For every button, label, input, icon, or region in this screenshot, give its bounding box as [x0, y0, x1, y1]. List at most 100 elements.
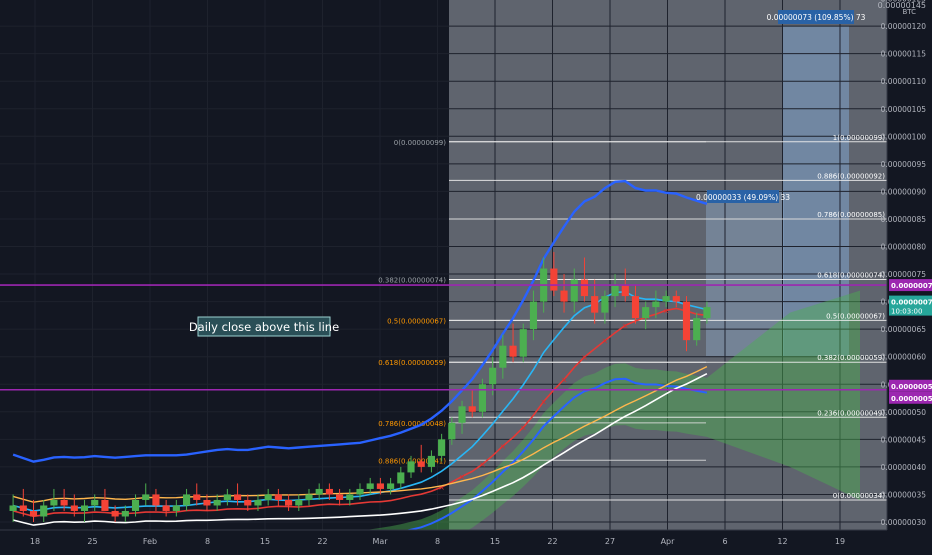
- candle-body: [182, 494, 191, 506]
- candle-body: [601, 296, 609, 313]
- annotation-box[interactable]: Daily close above this line: [189, 316, 339, 337]
- candle-body: [438, 439, 446, 456]
- candle-body: [366, 483, 374, 489]
- time-tick-label: 15: [260, 537, 270, 546]
- price-tick-label: 0.00000105: [881, 105, 927, 114]
- price-tick-label: 0.00000065: [881, 325, 927, 334]
- candle-body: [233, 494, 242, 500]
- candle-body: [213, 499, 221, 506]
- time-tick-label: Mar: [372, 537, 388, 546]
- candle-body: [529, 301, 538, 330]
- time-tick-label: 18: [30, 537, 40, 546]
- annotation-background: [197, 316, 331, 337]
- candle-body: [19, 505, 27, 511]
- price-tick-label: 0.00000095: [881, 160, 927, 169]
- price-axis-panel: [887, 0, 932, 550]
- candle-body: [652, 301, 660, 308]
- candle-body: [80, 505, 89, 511]
- fib-left-label: 0.5(0.00000067): [387, 317, 446, 325]
- parabolic-sar-marker: ×: [438, 483, 445, 492]
- time-tick-label: 22: [317, 537, 327, 546]
- candle-body: [550, 268, 558, 291]
- price-tick-label: 0.00000110: [881, 77, 927, 86]
- candle-body: [458, 406, 466, 423]
- candle-body: [254, 499, 262, 506]
- price-tick-label: 0.00000090: [881, 187, 927, 196]
- candle-body: [591, 296, 599, 313]
- candle-body: [336, 494, 344, 500]
- candles: [9, 252, 711, 522]
- price-badge: [889, 279, 932, 292]
- time-tick-label: 6: [722, 537, 727, 546]
- fibonacci-levels: 0(0.00000099) 0.382(0.00000074) 0.5(0.0000…: [378, 134, 887, 501]
- fib-left-label: 0.786(0.00000048): [378, 420, 446, 428]
- candle-body: [417, 461, 425, 467]
- price-tick-label: 0.00000100: [881, 132, 927, 141]
- candle-body: [356, 488, 364, 495]
- parabolic-sar-marker: ×: [459, 472, 466, 481]
- candle-body: [50, 499, 58, 506]
- measure-label-small-bg: [707, 190, 779, 203]
- candle-body: [621, 285, 629, 297]
- candle-body: [570, 279, 578, 302]
- time-tick-label: 25: [87, 537, 97, 546]
- candle-body: [70, 505, 78, 511]
- time-tick-label: 8: [435, 537, 440, 546]
- candle-body: [40, 505, 48, 517]
- candle-body: [519, 329, 527, 357]
- time-tick-label: 27: [605, 537, 615, 546]
- candle-body: [407, 461, 415, 473]
- parabolic-sar-marker: ×: [663, 306, 670, 315]
- measure-label-large: 0.00000073 (109.85%) 73: [767, 10, 866, 24]
- parabolic-sar-marker: ×: [622, 321, 629, 330]
- price-tick-label: 0.00000115: [881, 50, 927, 59]
- fib-right-label: 0.886(0.00000092): [817, 172, 885, 180]
- price-tick-label: 0.00000075: [881, 270, 927, 279]
- fib-right-label: 0.618(0.00000074): [817, 272, 885, 280]
- candle-body: [244, 499, 252, 506]
- candle-body: [29, 510, 38, 517]
- fib-right-label: 0.236(0.00000049): [817, 409, 885, 417]
- price-badge-value: 0.00000054: [891, 395, 932, 403]
- candle-body: [448, 422, 456, 440]
- candle-body: [162, 505, 170, 511]
- price-badge-time: 10:03:00: [891, 308, 922, 316]
- fib-right-label: 0.382(0.00000059): [817, 354, 885, 362]
- moving-average-white: [12, 372, 708, 526]
- price-tick-label: 0.00000080: [881, 243, 927, 252]
- candle-body: [642, 307, 650, 319]
- fib-right-label: 0.5(0.00000067): [826, 312, 885, 320]
- candle-body: [111, 510, 119, 517]
- candle-body: [631, 296, 640, 319]
- candle-body: [580, 279, 589, 297]
- fib-right-label: 0(0.00000034): [833, 492, 885, 500]
- annotation-text: Daily close above this line: [189, 320, 339, 334]
- price-tick-label: 0.00000060: [881, 353, 927, 362]
- price-badge: [889, 295, 932, 316]
- price-badge-value: 0.00000054: [891, 383, 932, 391]
- candle-body: [305, 494, 313, 500]
- candle-body: [478, 384, 487, 412]
- parabolic-sar-marker: ×: [520, 424, 527, 433]
- candle-body: [193, 494, 201, 500]
- price-tick-label: 0.00000120: [881, 22, 927, 31]
- candle-body: [346, 494, 354, 500]
- price-badge: [889, 379, 932, 392]
- candle-body: [285, 499, 293, 506]
- parabolic-sar-marker: ×: [540, 398, 547, 407]
- fib-right-label: 1(0.00000099): [833, 134, 885, 142]
- candle-body: [662, 296, 670, 302]
- upper-band: [12, 179, 708, 463]
- fib-left-label: 0(0.00000099): [394, 139, 446, 147]
- candle-body: [611, 285, 619, 297]
- candle-body: [672, 296, 680, 302]
- top-price-label: 0.00000145: [878, 1, 926, 10]
- candle-body: [560, 290, 568, 302]
- measure-box-small: [706, 190, 784, 356]
- candle-body: [274, 494, 282, 500]
- time-axis-panel: [0, 530, 932, 550]
